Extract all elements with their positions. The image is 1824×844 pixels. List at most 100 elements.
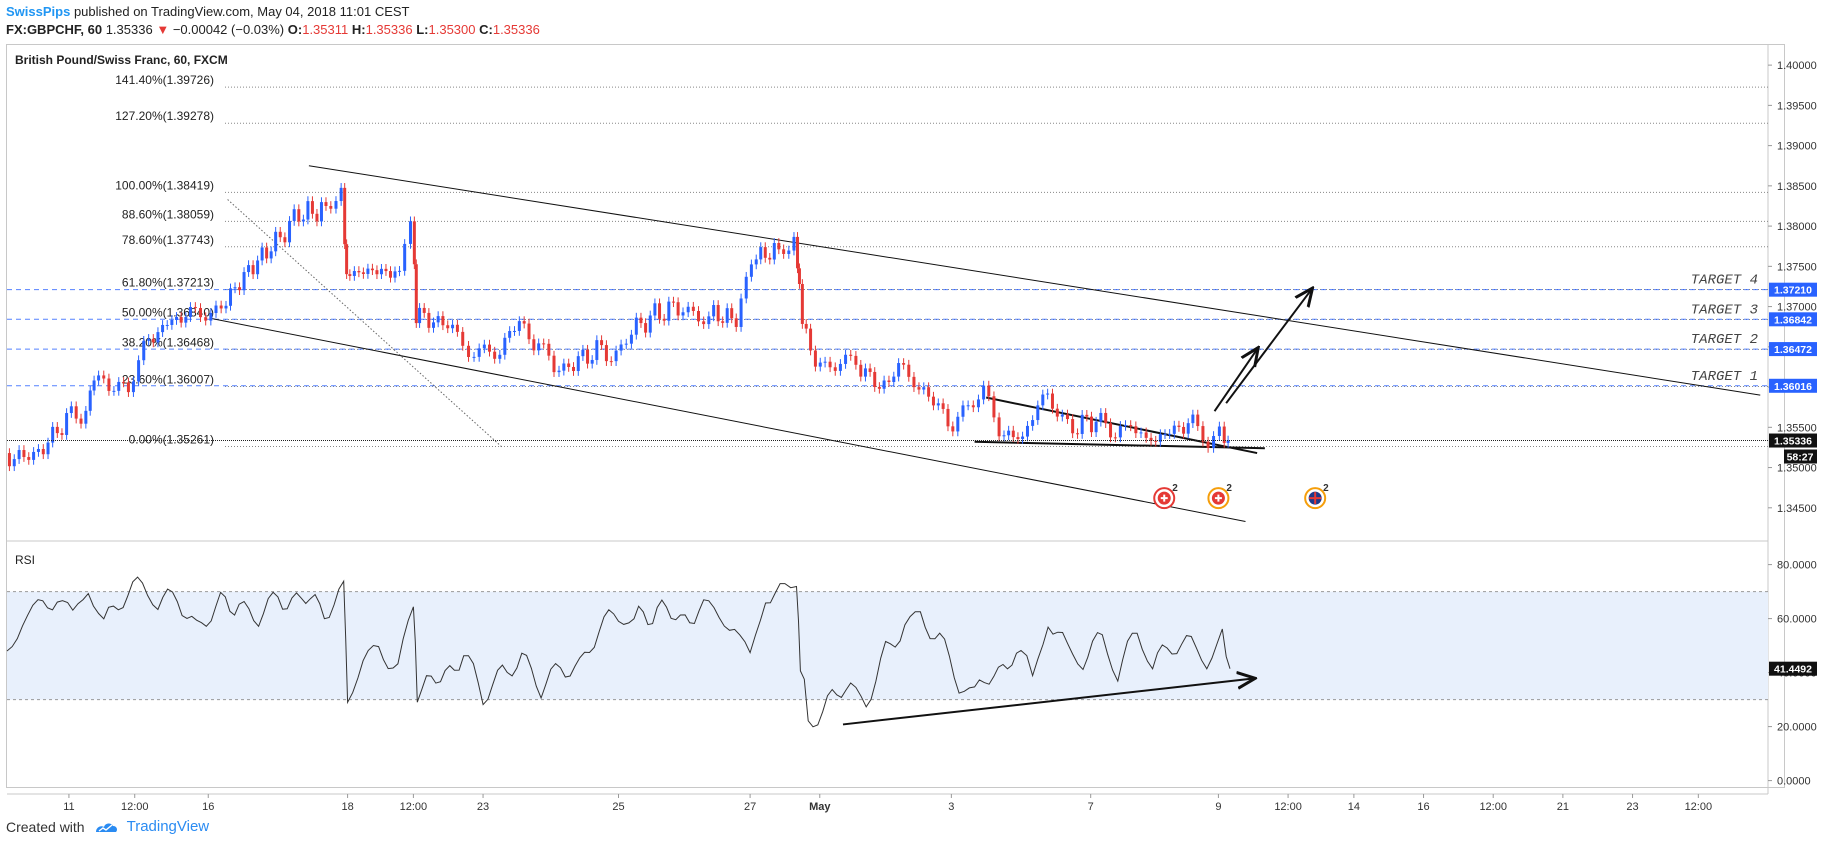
candle-body [1144, 432, 1148, 438]
candle-body [388, 271, 392, 278]
candle-body [1036, 405, 1040, 421]
candle-body [55, 426, 59, 434]
candle-body [477, 348, 481, 357]
rsi-tick-label: 20.0000 [1777, 722, 1817, 734]
candle-body [1134, 426, 1138, 434]
candle-body [345, 244, 349, 275]
time-tick-label: 3 [948, 801, 954, 813]
candle-body [1089, 416, 1093, 433]
time-tick-label: 14 [1348, 801, 1360, 813]
candle-body [759, 247, 763, 260]
price-tick-label: 1.35500 [1777, 422, 1817, 434]
candle-body [1124, 425, 1128, 427]
candle-body [907, 364, 911, 377]
candle-body [122, 381, 126, 383]
candle-body [12, 459, 16, 467]
candle-body [283, 237, 287, 243]
candle-body [165, 324, 169, 326]
candle-body [1046, 393, 1050, 395]
candle-body [1168, 433, 1172, 435]
candle-body [792, 236, 796, 251]
time-tick-label: 25 [612, 801, 624, 813]
candle-body [1186, 423, 1190, 434]
target-price-tag-label: 1.37210 [1774, 285, 1812, 297]
fib-level-label: 78.60%(1.37743) [122, 233, 214, 247]
candle-body [1177, 425, 1181, 427]
time-tick-label: 11 [63, 801, 74, 813]
candle-body [274, 231, 278, 252]
time-tick-label: 7 [1088, 801, 1094, 813]
time-tick-label: 12:00 [1274, 801, 1302, 813]
candle-body [961, 405, 965, 417]
candle-body [744, 276, 748, 299]
candle-body [1182, 426, 1186, 434]
candle-body [142, 340, 146, 361]
open-label: O: [287, 22, 303, 37]
candle-body [97, 375, 101, 381]
author-name[interactable]: SwissPips [6, 4, 71, 19]
candle-body [941, 403, 945, 409]
candle-body [65, 413, 69, 435]
candle-body [22, 450, 26, 458]
chart-title: British Pound/Swiss Franc, 60, FXCM [15, 53, 228, 67]
candle-body [319, 202, 323, 222]
candle-body [379, 268, 383, 275]
candle-body [576, 356, 580, 372]
small-arrow [1213, 349, 1258, 412]
change-value: −0.00042 (−0.03%) [172, 22, 285, 37]
candle-body [639, 317, 643, 324]
candle-body [971, 405, 975, 408]
candle-body [375, 270, 379, 275]
event-icon-uk: 2 [1304, 483, 1329, 510]
candle-body [716, 305, 720, 322]
candle-body [46, 442, 50, 455]
candle-body [1071, 419, 1075, 434]
price-tick-label: 1.40000 [1777, 60, 1817, 72]
candle-body [306, 201, 310, 220]
candle-body [956, 416, 960, 432]
candle-body [408, 221, 412, 244]
candle-body [1065, 414, 1069, 420]
target-label: TARGET 2 [1691, 332, 1758, 348]
candle-body [193, 306, 197, 309]
candle-body [41, 448, 45, 455]
tradingview-brand[interactable]: TradingView [126, 818, 210, 835]
candle-body [818, 362, 822, 367]
candle-body [828, 361, 832, 368]
candle-body [117, 381, 121, 391]
target-price-tag [1769, 378, 1817, 393]
target-label: TARGET 3 [1691, 302, 1758, 318]
fib-level-label: 61.80%(1.37213) [122, 275, 214, 289]
candle-body [301, 219, 305, 222]
candle-body [532, 339, 536, 351]
candle-body [1149, 437, 1153, 441]
candle-body [897, 363, 901, 377]
open-value: 1.35311 [302, 22, 349, 37]
candle-body [992, 396, 996, 418]
candle-body [36, 448, 40, 452]
target-label: TARGET 4 [1691, 273, 1758, 289]
time-tick-label: 18 [341, 801, 353, 813]
time-tick-label: 16 [1417, 801, 1429, 813]
high-value: 1.35336 [365, 22, 413, 37]
fib-diagonal-trendline [227, 199, 503, 448]
candle-body [147, 338, 151, 341]
candle-body [768, 257, 772, 260]
candle-body [422, 307, 426, 313]
price-tick-label: 1.39500 [1777, 100, 1817, 112]
price-tick-label: 1.39000 [1777, 141, 1817, 153]
candle-body [1206, 441, 1210, 448]
time-tick-label: 12:00 [121, 801, 149, 813]
candle-body [455, 324, 459, 332]
candles-group [7, 183, 1230, 472]
time-tick-label: May [809, 801, 831, 813]
candle-body [88, 390, 92, 411]
candle-body [436, 316, 440, 323]
candle-body [567, 363, 571, 367]
candle-body [32, 451, 36, 460]
candle-body [1118, 425, 1122, 438]
rsi-tick-label: 80.0000 [1777, 560, 1817, 572]
candle-body [219, 305, 223, 309]
candle-body [749, 264, 753, 277]
